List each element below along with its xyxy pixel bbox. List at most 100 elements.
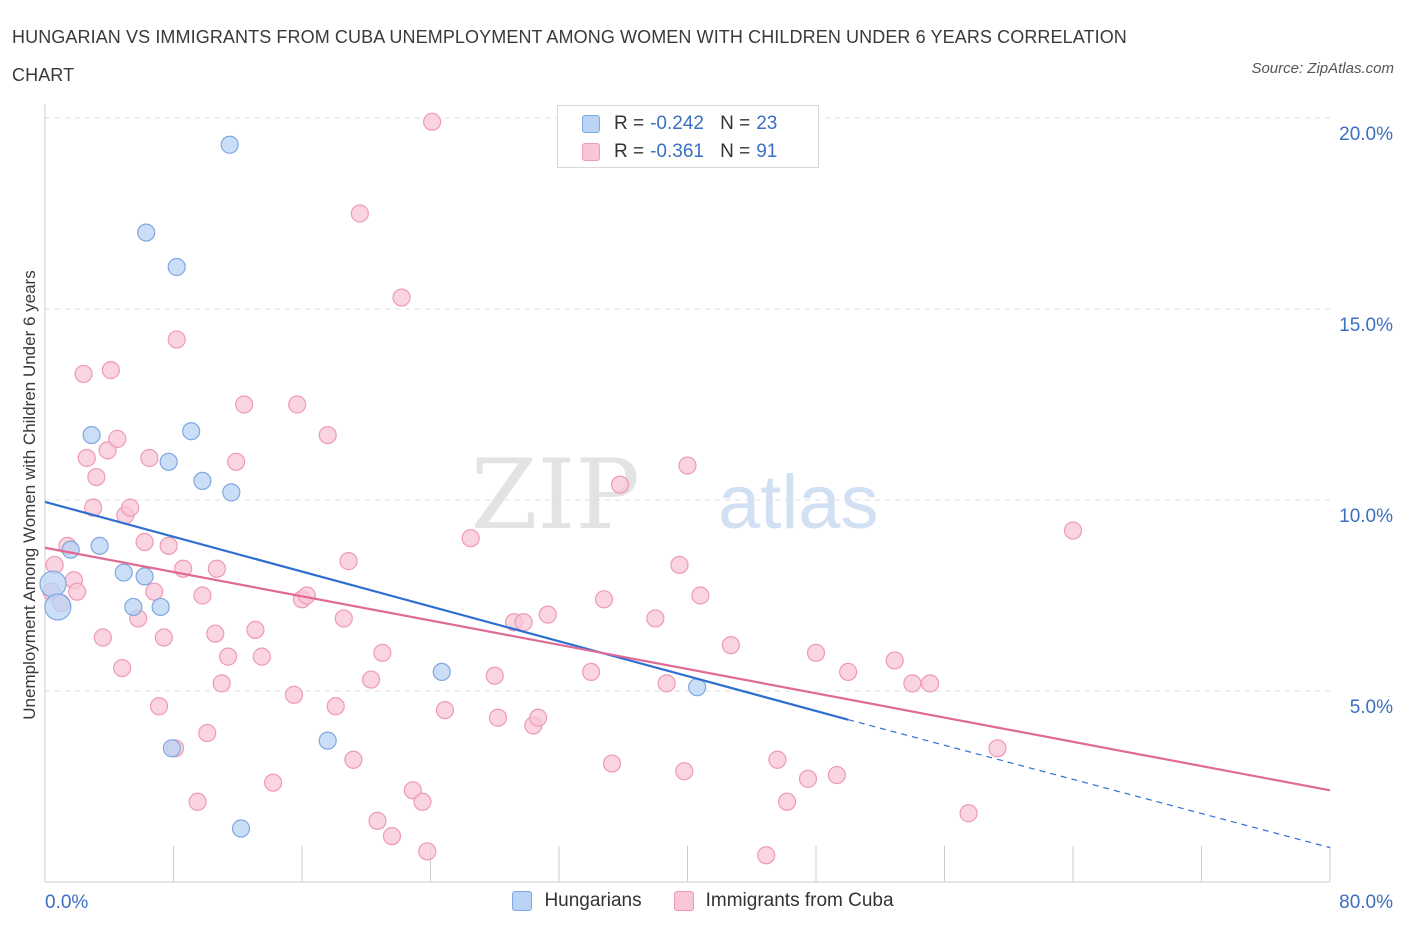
point-cuba: [108, 429, 127, 448]
point-cuba: [334, 609, 353, 628]
point-hungarians: [162, 739, 181, 758]
trend-line-blue: [44, 500, 849, 721]
r-label: R =: [614, 113, 645, 134]
point-cuba: [135, 532, 154, 552]
point-cuba: [350, 204, 369, 223]
point-cuba: [988, 739, 1007, 758]
point-cuba: [154, 628, 173, 647]
point-hungarians: [151, 597, 170, 617]
point-cuba: [188, 792, 207, 811]
point-hungarians: [167, 257, 186, 277]
point-cuba: [538, 605, 557, 624]
point-cuba: [678, 456, 697, 475]
point-hungarians: [220, 135, 239, 154]
source-credit: Source: ZipAtlas.com: [1251, 60, 1394, 77]
point-hungarians: [44, 593, 72, 621]
point-cuba: [903, 674, 922, 693]
y-tick-label: 15.0%: [1339, 315, 1393, 336]
y-tick-label: 20.0%: [1339, 124, 1393, 145]
point-cuba: [798, 769, 818, 788]
point-cuba: [413, 792, 432, 811]
trend-line-pink: [44, 546, 1331, 792]
point-cuba: [920, 674, 940, 693]
point-hungarians: [61, 540, 80, 559]
point-hungarians: [82, 425, 101, 445]
trend-line-extension-blue: [847, 719, 1331, 849]
point-cuba: [198, 723, 217, 743]
point-cuba: [529, 708, 548, 727]
watermark-atlas: atlas: [718, 460, 879, 545]
legend-swatch-pink: [582, 143, 600, 161]
r-value: -0.361: [650, 141, 704, 162]
point-cuba: [839, 662, 858, 682]
point-cuba: [68, 582, 87, 601]
point-cuba: [77, 448, 96, 468]
point-cuba: [159, 536, 178, 555]
point-cuba: [368, 811, 387, 830]
point-cuba: [219, 647, 238, 666]
point-hungarians: [114, 563, 133, 582]
point-cuba: [423, 112, 442, 131]
point-cuba: [582, 662, 601, 682]
legend-label-hungarians: Hungarians: [544, 890, 642, 911]
x-tick-label: 0.0%: [45, 892, 88, 913]
point-cuba: [101, 361, 120, 380]
point-cuba: [246, 620, 265, 639]
n-label: N =: [720, 113, 751, 134]
legend-label-cuba: Immigrants from Cuba: [705, 890, 894, 911]
point-cuba: [657, 674, 676, 693]
point-cuba: [435, 700, 455, 720]
point-cuba: [87, 467, 106, 487]
point-hungarians: [159, 452, 178, 471]
point-cuba: [121, 498, 140, 517]
point-hungarians: [432, 662, 451, 682]
point-cuba: [227, 452, 246, 471]
point-cuba: [149, 697, 169, 716]
point-cuba: [74, 364, 93, 384]
point-cuba: [207, 559, 226, 578]
point-cuba: [594, 590, 614, 609]
point-cuba: [361, 670, 381, 689]
point-cuba: [959, 804, 978, 823]
point-hungarians: [193, 471, 212, 490]
point-cuba: [206, 624, 225, 643]
n-value: 23: [756, 113, 778, 134]
point-cuba: [235, 395, 254, 414]
point-cuba: [93, 628, 112, 647]
y-tick-label: 5.0%: [1350, 697, 1393, 718]
y-tick-label: 10.0%: [1339, 506, 1393, 527]
point-cuba: [344, 750, 363, 769]
point-hungarians: [231, 819, 251, 838]
legend-item-cuba: Immigrants from Cuba: [673, 890, 894, 912]
correlation-legend: R = -0.242 N = 23 R = -0.361 N = 91: [557, 105, 819, 168]
n-label: N =: [720, 141, 751, 162]
point-cuba: [339, 552, 358, 571]
point-cuba: [488, 708, 508, 727]
point-cuba: [461, 529, 480, 548]
point-cuba: [373, 643, 392, 662]
point-hungarians: [135, 567, 154, 586]
legend-row-cuba: R = -0.361 N = 91: [582, 140, 777, 164]
legend-row-hungarians: R = -0.242 N = 23: [582, 112, 777, 136]
point-cuba: [193, 586, 212, 605]
series-legend: Hungarians Immigrants from Cuba: [0, 886, 1406, 916]
point-cuba: [1063, 521, 1083, 540]
n-value: 91: [756, 141, 778, 162]
point-hungarians: [39, 570, 67, 598]
point-hungarians: [318, 731, 337, 750]
point-cuba: [392, 288, 411, 307]
point-cuba: [288, 395, 307, 414]
point-cuba: [112, 658, 132, 678]
point-cuba: [885, 651, 904, 670]
point-hungarians: [124, 597, 143, 617]
r-value: -0.242: [650, 113, 704, 134]
point-cuba: [318, 425, 337, 445]
point-cuba: [485, 666, 504, 685]
point-cuba: [514, 613, 533, 632]
point-cuba: [140, 448, 159, 468]
point-cuba: [646, 609, 665, 628]
r-label: R =: [614, 141, 645, 162]
chart-title: HUNGARIAN VS IMMIGRANTS FROM CUBA UNEMPL…: [12, 27, 1127, 85]
x-tick-label: 80.0%: [1339, 892, 1393, 913]
legend-swatch-blue: [582, 115, 600, 133]
